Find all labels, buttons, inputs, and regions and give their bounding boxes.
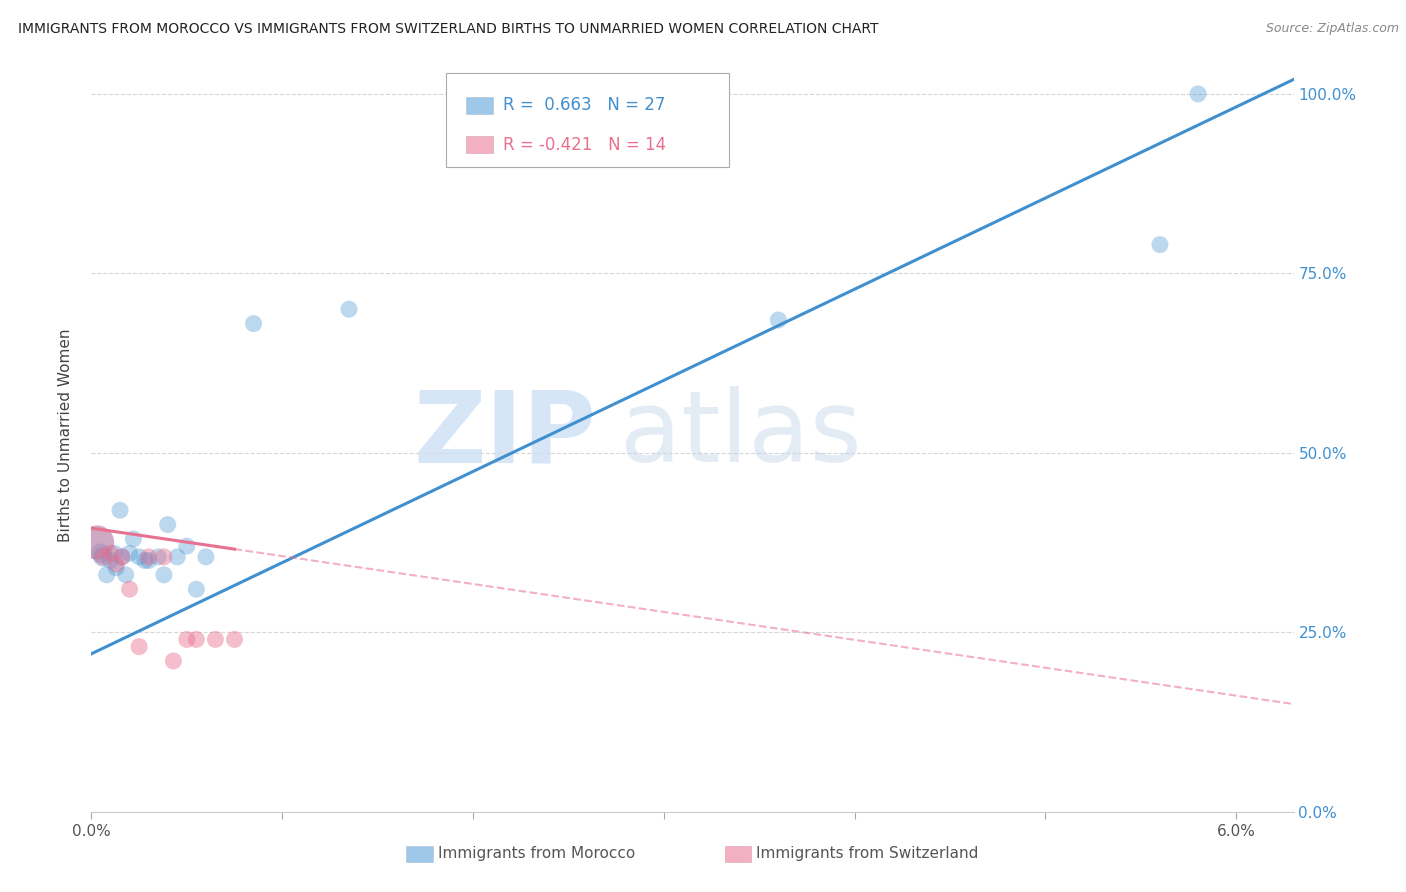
Point bbox=[1187, 87, 1209, 101]
Point bbox=[204, 632, 226, 647]
Text: Immigrants from Morocco: Immigrants from Morocco bbox=[437, 846, 636, 861]
Point bbox=[90, 546, 112, 560]
Point bbox=[128, 549, 150, 564]
Point bbox=[242, 317, 264, 331]
Text: IMMIGRANTS FROM MOROCCO VS IMMIGRANTS FROM SWITZERLAND BIRTHS TO UNMARRIED WOMEN: IMMIGRANTS FROM MOROCCO VS IMMIGRANTS FR… bbox=[18, 22, 879, 37]
Text: R = -0.421   N = 14: R = -0.421 N = 14 bbox=[502, 136, 665, 153]
FancyBboxPatch shape bbox=[725, 846, 751, 863]
Y-axis label: Births to Unmarried Women: Births to Unmarried Women bbox=[58, 328, 73, 541]
Point bbox=[96, 567, 118, 582]
Point bbox=[105, 560, 128, 574]
Point bbox=[128, 640, 150, 654]
Point bbox=[153, 567, 176, 582]
Point bbox=[114, 567, 136, 582]
Point bbox=[105, 557, 128, 571]
Point bbox=[156, 517, 179, 532]
Point bbox=[176, 632, 198, 647]
FancyBboxPatch shape bbox=[446, 73, 728, 168]
Point bbox=[134, 553, 156, 567]
Point bbox=[108, 503, 131, 517]
Point bbox=[111, 549, 134, 564]
Point bbox=[100, 546, 122, 560]
Point bbox=[337, 302, 360, 317]
Point bbox=[86, 535, 108, 549]
FancyBboxPatch shape bbox=[467, 136, 494, 153]
FancyBboxPatch shape bbox=[406, 846, 433, 863]
Point bbox=[118, 582, 141, 597]
Text: Source: ZipAtlas.com: Source: ZipAtlas.com bbox=[1265, 22, 1399, 36]
Point bbox=[86, 535, 108, 549]
Point bbox=[138, 553, 160, 567]
Point bbox=[1149, 237, 1171, 252]
Point bbox=[224, 632, 246, 647]
Point bbox=[176, 539, 198, 553]
Point bbox=[91, 549, 114, 564]
Point bbox=[166, 549, 188, 564]
Point bbox=[768, 313, 790, 327]
Point bbox=[162, 654, 184, 668]
Text: atlas: atlas bbox=[620, 386, 862, 483]
Point bbox=[122, 532, 145, 546]
Point bbox=[91, 549, 114, 564]
Point bbox=[194, 549, 217, 564]
Point bbox=[138, 549, 160, 564]
Text: ZIP: ZIP bbox=[413, 386, 596, 483]
FancyBboxPatch shape bbox=[467, 97, 494, 114]
Point bbox=[118, 546, 141, 560]
Point bbox=[153, 549, 176, 564]
Point bbox=[186, 582, 208, 597]
Point bbox=[100, 553, 122, 567]
Point bbox=[103, 546, 125, 560]
Point bbox=[148, 549, 170, 564]
Point bbox=[111, 549, 134, 564]
Text: R =  0.663   N = 27: R = 0.663 N = 27 bbox=[502, 96, 665, 114]
Text: Immigrants from Switzerland: Immigrants from Switzerland bbox=[756, 846, 979, 861]
Point bbox=[186, 632, 208, 647]
